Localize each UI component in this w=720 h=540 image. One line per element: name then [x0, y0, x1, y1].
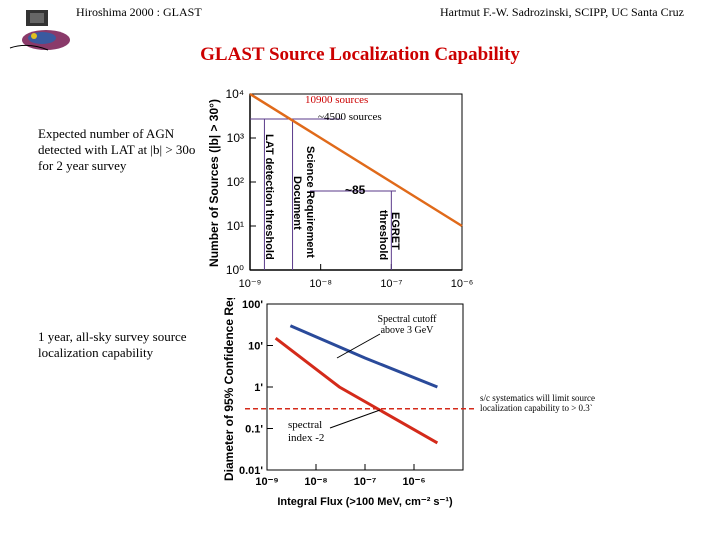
- srd-label-1: Science Requirement: [304, 146, 316, 258]
- sources-4500-label: ~4500 sources: [318, 111, 382, 123]
- srd-label-2: Document: [291, 176, 303, 230]
- index-arrow: [329, 409, 381, 429]
- cutoff-arrow: [336, 333, 381, 359]
- systematics-label: s/c systematics will limit source locali…: [480, 393, 595, 413]
- chart1-xtick-label: 10⁻⁷: [380, 278, 402, 290]
- chart2-ytick-label: 0.1': [245, 424, 263, 436]
- source-count-chart: Number of Sources (|b| > 30°) 10⁰ 10¹ 10² 1…: [207, 88, 474, 290]
- chart2-xtick-label: 10⁻⁷: [354, 476, 377, 488]
- chart2-ytick-label: 1': [254, 382, 263, 394]
- chart1-xtick-label: 10⁻⁸: [309, 278, 332, 290]
- cutoff-label: Spectral cutoff above 3 GeV: [377, 314, 437, 336]
- index-label: spectral index -2: [288, 419, 325, 444]
- chart2-xtick-label: 10⁻⁸: [304, 476, 327, 488]
- chart2-ytick-label: 100': [242, 299, 263, 311]
- index2-curve: [274, 337, 439, 445]
- chart2-xtick-label: 10⁻⁶: [402, 476, 425, 488]
- header-right: Hartmut F.-W. Sadrozinski, SCIPP, UC San…: [440, 5, 684, 19]
- lat-threshold-label: LAT detection threshold: [263, 134, 275, 260]
- agn-note: Expected number of AGN detected with LAT…: [38, 126, 196, 173]
- chart1-ylabel: Number of Sources (|b| > 30°): [207, 99, 221, 267]
- chart1-xtick-label: 10⁻⁶: [451, 278, 474, 290]
- chart1-xtick-label: 10⁻⁹: [239, 278, 262, 290]
- chart2-ytick-label: 10': [248, 341, 263, 353]
- localization-chart: Diameter of 95% Confidence Region 100' 10…: [222, 298, 475, 508]
- chart2-ylabel: Diameter of 95% Confidence Region: [222, 298, 236, 481]
- chart1-ytick-label: 10¹: [227, 219, 244, 233]
- egret-label-2: threshold: [377, 210, 389, 260]
- chart1-ytick-label: 10⁰: [226, 263, 244, 277]
- sources-85-label: ~85: [345, 183, 366, 197]
- chart1-ytick-label: 10²: [227, 175, 244, 189]
- chart2-xtick-label: 10⁻⁹: [255, 476, 278, 488]
- egret-label-1: EGRET: [389, 212, 401, 250]
- chart1-ytick-label: 10³: [227, 131, 244, 145]
- chart2-ytick-label: 0.01': [239, 465, 263, 477]
- survey-note: 1 year, all-sky survey source localizati…: [38, 329, 187, 360]
- chart2-xlabel: Integral Flux (>100 MeV, cm⁻² s⁻¹): [277, 496, 453, 508]
- chart1-ytick-label: 10⁴: [225, 88, 244, 101]
- source-count-curve: [249, 92, 463, 228]
- sources-total-label: 10900 sources: [305, 94, 369, 106]
- header-left: Hiroshima 2000 : GLAST: [76, 5, 202, 19]
- cutoff-curve: [289, 324, 438, 389]
- page-title: GLAST Source Localization Capability: [200, 44, 520, 65]
- glast-logo: [9, 10, 70, 51]
